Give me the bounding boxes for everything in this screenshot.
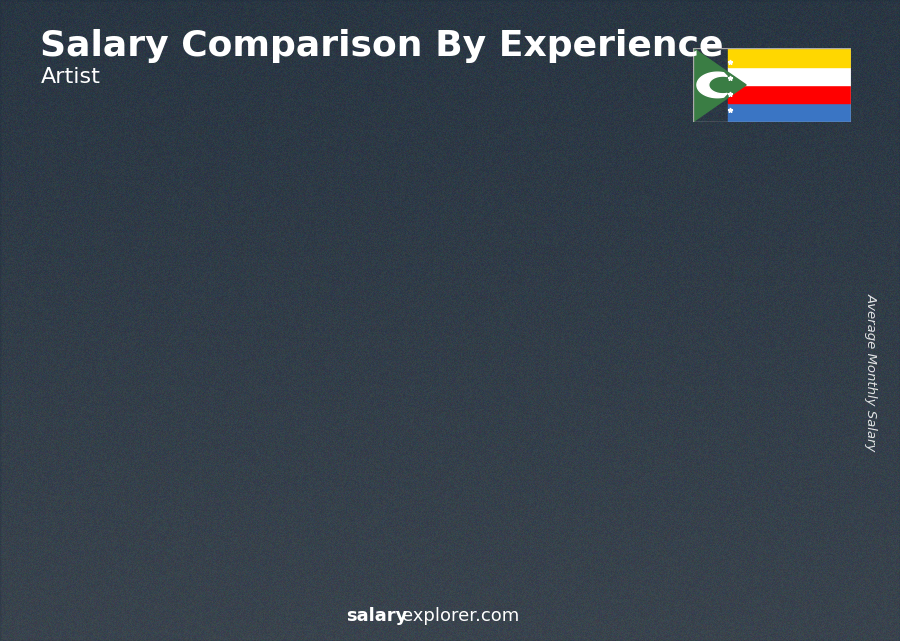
Text: 0 KMF: 0 KMF — [107, 478, 160, 494]
Text: +nan%: +nan% — [250, 356, 349, 380]
Text: +nan%: +nan% — [496, 267, 595, 291]
Bar — [710, 285, 787, 558]
Bar — [409, 410, 418, 558]
Bar — [654, 324, 663, 558]
Text: 0 KMF: 0 KMF — [598, 303, 652, 318]
Bar — [531, 359, 541, 363]
Text: Artist: Artist — [40, 67, 101, 87]
Bar — [587, 320, 663, 324]
Polygon shape — [697, 72, 727, 97]
Text: +nan%: +nan% — [128, 409, 226, 433]
Text: +nan%: +nan% — [374, 308, 472, 331]
Bar — [777, 281, 787, 285]
Bar — [587, 324, 599, 558]
Bar — [341, 410, 418, 558]
Bar — [95, 499, 172, 558]
Text: 0 KMF: 0 KMF — [230, 440, 284, 454]
Bar — [464, 363, 541, 558]
Text: +nan%: +nan% — [619, 226, 717, 250]
Bar — [163, 495, 172, 499]
Bar — [728, 48, 850, 67]
Text: 0 KMF: 0 KMF — [722, 264, 775, 279]
Bar — [285, 456, 295, 460]
Bar — [341, 410, 353, 558]
Bar — [285, 460, 295, 558]
Text: 0 KMF: 0 KMF — [476, 342, 529, 357]
Text: Average Monthly Salary: Average Monthly Salary — [865, 292, 878, 451]
Text: explorer.com: explorer.com — [402, 607, 519, 625]
Bar — [219, 456, 295, 460]
Bar — [728, 67, 850, 85]
Text: 0 KMF: 0 KMF — [353, 389, 406, 404]
Bar — [710, 281, 787, 285]
Bar — [464, 363, 476, 558]
Bar — [95, 495, 172, 499]
Bar — [587, 324, 663, 558]
Text: Salary Comparison By Experience: Salary Comparison By Experience — [40, 29, 724, 63]
Bar — [654, 320, 663, 324]
Bar — [95, 499, 107, 558]
Polygon shape — [693, 48, 746, 122]
Text: salary: salary — [346, 607, 408, 625]
Bar — [163, 499, 172, 558]
Bar — [728, 103, 850, 122]
Bar — [219, 460, 230, 558]
Bar — [728, 85, 850, 103]
Bar — [531, 363, 541, 558]
Bar — [341, 406, 418, 410]
Bar — [219, 460, 295, 558]
Bar — [777, 285, 787, 558]
Bar — [409, 406, 418, 410]
Bar — [464, 359, 541, 363]
Bar — [710, 285, 722, 558]
